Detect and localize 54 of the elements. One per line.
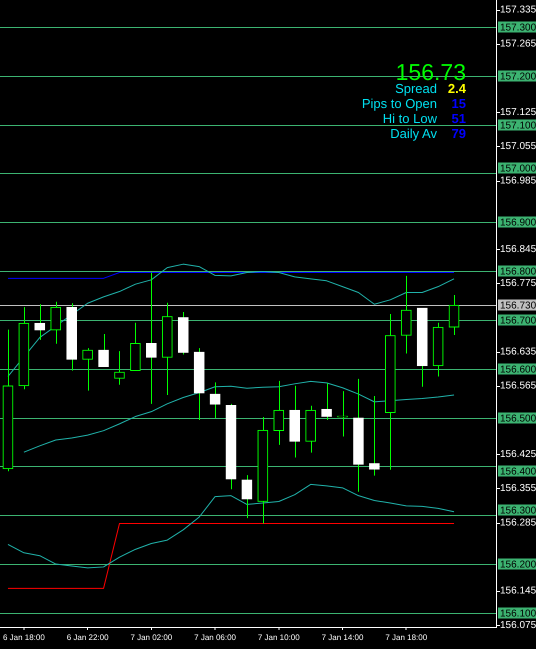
x-tick-label: 7 Jan 18:00 [385, 633, 428, 642]
y-tick-label: 157.335 [500, 4, 536, 16]
y-tick-label: 156.145 [500, 586, 536, 597]
ref-line-label: 156.600 [500, 364, 536, 376]
y-tick-label: 156.565 [500, 380, 536, 392]
ref-line-label: 157.200 [500, 71, 536, 82]
ref-line-label: 156.100 [500, 608, 536, 620]
y-tick-label: 157.125 [500, 107, 536, 118]
candlestick [114, 350, 125, 386]
candlestick [242, 474, 252, 519]
ref-line-label: 157.300 [500, 22, 536, 34]
y-tick-label: 156.985 [500, 175, 536, 186]
ref-line-label: 156.400 [500, 466, 536, 478]
ref-line-label: 156.730 [500, 300, 536, 312]
ref-line-label: 156.300 [500, 505, 536, 516]
candlestick [34, 304, 46, 340]
ref-line-label: 156.800 [500, 266, 536, 278]
x-tick-label: 7 Jan 06:00 [194, 633, 237, 642]
annotation: 2.4 [448, 81, 466, 96]
x-tick-label: 7 Jan 14:00 [322, 633, 364, 642]
x-tick-label: 7 Jan 10:00 [258, 633, 300, 642]
y-tick-label: 156.425 [500, 448, 536, 460]
ref-line-label: 157.000 [500, 163, 536, 174]
annotation: 79 [452, 126, 466, 141]
y-tick-label: 156.285 [500, 517, 536, 528]
candlestick [50, 301, 62, 344]
x-tick-label: 7 Jan 02:00 [130, 633, 173, 642]
candlestick [337, 390, 348, 438]
ref-line-label: 156.700 [500, 315, 536, 326]
y-tick-label: 156.775 [500, 278, 536, 289]
ref-line-label: 156.500 [500, 413, 536, 424]
annotation: Hi to Low [382, 111, 437, 126]
ref-line-label: 156.200 [500, 559, 536, 570]
y-tick-label: 157.055 [500, 141, 536, 152]
candlestick [210, 382, 220, 418]
x-tick-label: 6 Jan 22:00 [66, 633, 110, 642]
y-tick-label: 157.265 [500, 38, 536, 50]
annotation: Pips to Open [362, 96, 437, 111]
candlestick [369, 396, 380, 476]
candlestick [448, 294, 460, 336]
annotation: Daily Av [390, 126, 437, 141]
y-tick-label: 156.845 [500, 244, 536, 255]
annotation: 51 [452, 111, 466, 126]
candlestick [321, 382, 332, 420]
y-tick-label: 156.075 [500, 620, 536, 631]
annotation: 15 [452, 96, 466, 111]
ref-line-label: 156.900 [500, 217, 536, 228]
annotation: Spread [395, 81, 437, 96]
y-tick-label: 156.355 [500, 483, 536, 494]
y-tick-label: 156.635 [500, 346, 536, 358]
candlestick [273, 380, 284, 446]
ref-line-label: 157.100 [500, 120, 536, 132]
candlestick [146, 272, 157, 404]
x-tick-label: 6 Jan 18:00 [2, 633, 46, 642]
